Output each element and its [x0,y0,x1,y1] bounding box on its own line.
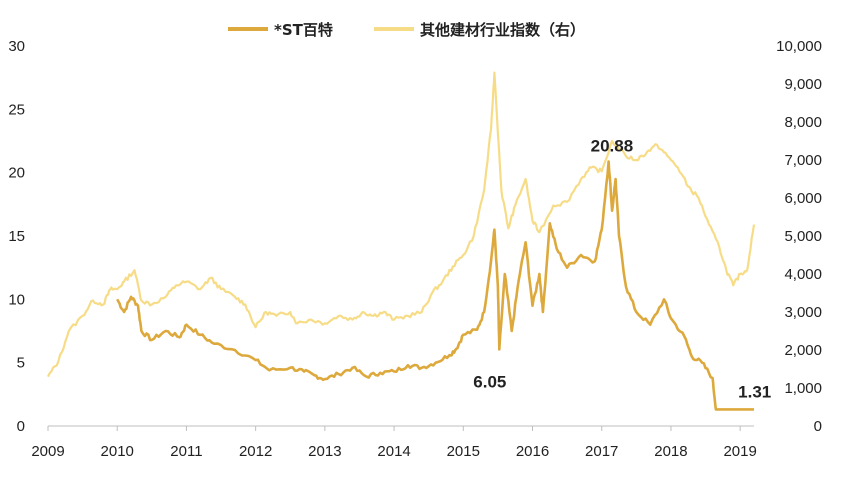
x-tick-label: 2018 [654,443,687,460]
legend-label-st-baite: *ST百特 [274,21,333,39]
x-tick-label: 2009 [31,443,64,460]
y-right-tick-label: 0 [814,418,822,435]
y-right-tick-label: 5,000 [784,228,822,245]
x-axis-ticks [47,426,741,431]
series-industry-index-line [47,71,756,378]
x-tick-label: 2013 [308,443,341,460]
y-axis-right-labels: 0 1,000 2,000 3,000 4,000 5,000 6,000 7,000 8,00… [776,38,822,435]
x-axis-labels: 2009 2010 2011 2012 2013 2014 2015 2016 2017 2018… [31,443,757,460]
x-tick-label: 2011 [170,443,202,460]
y-left-tick-label: 15 [8,228,25,245]
y-axis-left-labels: 0 5 10 15 20 25 30 [8,38,25,435]
annotation-label: 20.88 [591,137,634,156]
annotation-label: 1.31 [738,382,771,401]
y-right-tick-label: 7,000 [784,152,822,169]
y-right-tick-label: 4,000 [784,266,822,283]
y-right-tick-label: 6,000 [784,190,822,207]
y-left-tick-label: 20 [8,165,25,182]
x-tick-label: 2014 [377,443,410,460]
annotations: 20.88 6.05 1.31 [473,137,771,402]
y-right-tick-label: 1,000 [784,380,822,397]
series-st-baite-line [116,160,754,411]
y-left-tick-label: 30 [8,38,25,55]
x-tick-label: 2017 [585,443,618,460]
x-tick-label: 2019 [723,443,756,460]
y-left-tick-label: 10 [8,291,25,308]
y-right-tick-label: 9,000 [784,76,822,93]
y-right-tick-label: 8,000 [784,114,822,131]
y-left-tick-label: 25 [8,101,25,118]
legend-label-industry-index: 其他建材行业指数（右） [420,21,585,39]
x-tick-label: 2015 [447,443,480,460]
y-right-tick-label: 10,000 [776,38,822,55]
y-left-tick-label: 5 [17,355,25,372]
y-right-tick-label: 2,000 [784,342,822,359]
legend: *ST百特 其他建材行业指数（右） [228,21,585,39]
y-left-tick-label: 0 [17,418,25,435]
annotation-label: 6.05 [473,372,506,391]
x-tick-label: 2016 [516,443,549,460]
y-right-tick-label: 3,000 [784,304,822,321]
x-tick-label: 2010 [101,443,134,460]
x-tick-label: 2012 [239,443,272,460]
series-group [47,71,756,411]
